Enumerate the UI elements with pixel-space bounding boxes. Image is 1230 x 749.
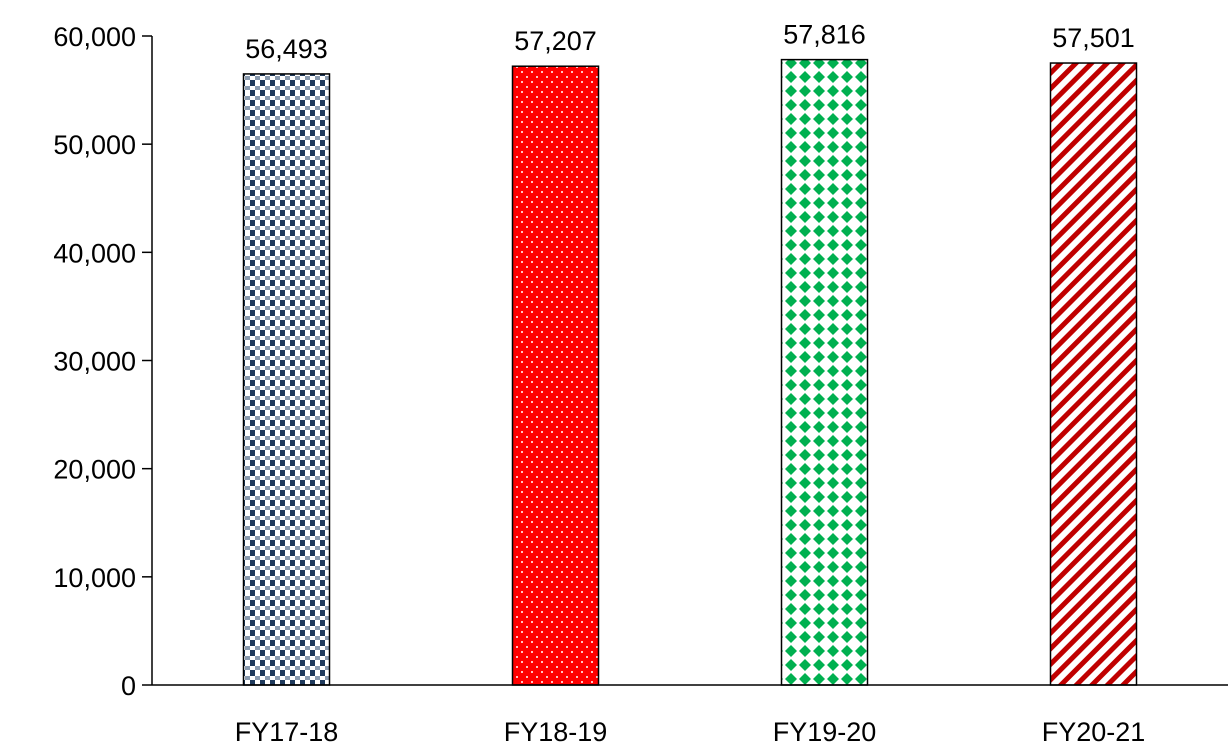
bars: 56,493 57,207 57,816 57,501 bbox=[242, 20, 1138, 686]
data-label: 57,207 bbox=[514, 26, 597, 56]
y-tick-label: 60,000 bbox=[53, 22, 136, 52]
y-tick-label: 50,000 bbox=[53, 130, 136, 160]
data-label: 57,816 bbox=[783, 20, 866, 50]
data-label: 57,501 bbox=[1052, 23, 1135, 53]
x-tick-label: FY17-18 bbox=[235, 717, 339, 747]
y-tick-label: 30,000 bbox=[53, 347, 136, 377]
y-tick-label: 0 bbox=[121, 671, 136, 701]
bar-fy18-19 bbox=[511, 65, 600, 686]
bar-fy17-18 bbox=[242, 73, 331, 686]
y-tick-label: 20,000 bbox=[53, 455, 136, 485]
x-tick-label: FY19-20 bbox=[773, 717, 877, 747]
bar-fy20-21 bbox=[1049, 62, 1138, 686]
x-axis: FY17-18 FY18-19 FY19-20 FY20-21 bbox=[152, 684, 1228, 747]
y-tick-label: 10,000 bbox=[53, 563, 136, 593]
x-tick-label: FY18-19 bbox=[504, 717, 608, 747]
x-tick-label: FY20-21 bbox=[1042, 717, 1146, 747]
bar-fy19-20 bbox=[780, 58, 869, 686]
data-label: 56,493 bbox=[245, 34, 328, 64]
y-tick-label: 40,000 bbox=[53, 238, 136, 268]
y-axis: 0 10,000 20,000 30,000 40,000 50,000 60,000 bbox=[53, 22, 153, 701]
